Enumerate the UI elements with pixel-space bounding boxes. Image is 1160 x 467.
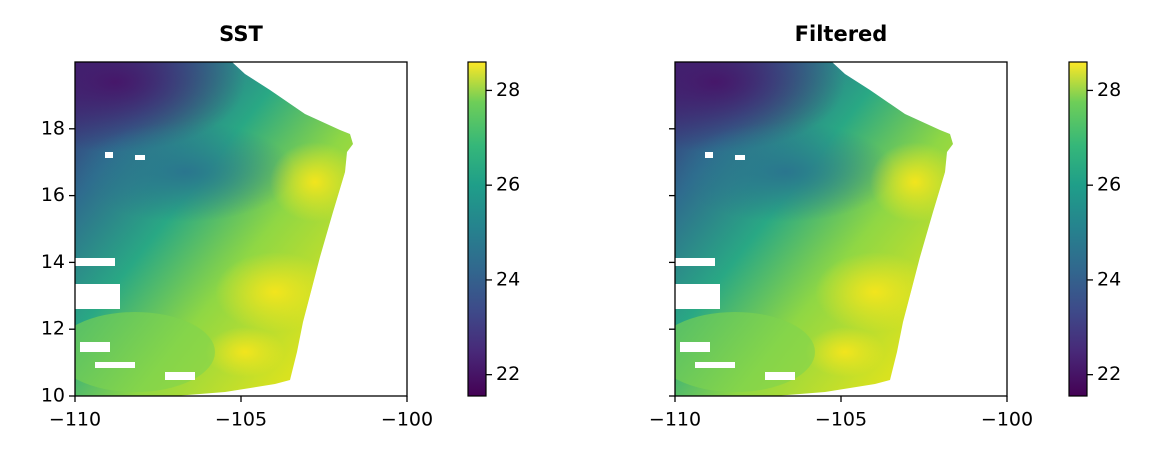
x-tick-label: −110 — [49, 409, 101, 431]
colorbar-tick-label: 22 — [1097, 363, 1121, 385]
y-tick-label: 18 — [41, 117, 65, 139]
y-tick-label: 10 — [41, 385, 65, 407]
x-tick-label: −110 — [649, 409, 701, 431]
colorbar-tick-label: 28 — [496, 79, 520, 101]
chart-title: Filtered — [795, 22, 888, 46]
colorbar — [467, 61, 487, 397]
colorbar-tick-label: 26 — [1097, 174, 1121, 196]
colorbar-tick-label: 28 — [1097, 79, 1121, 101]
x-tick-label: −100 — [381, 409, 433, 431]
x-tick-label: −105 — [815, 409, 867, 431]
x-tick-label: −100 — [981, 409, 1033, 431]
colorbar-tick-label: 22 — [496, 363, 520, 385]
colorbar-tick-label: 26 — [496, 174, 520, 196]
y-tick-label: 14 — [41, 251, 65, 273]
heatmap-image — [585, 12, 1007, 396]
chart-title: SST — [219, 22, 263, 46]
colorbar — [1068, 61, 1088, 397]
x-tick-label: −105 — [215, 409, 267, 431]
colorbar-tick-label: 24 — [1097, 268, 1121, 290]
colorbar-tick-label: 24 — [496, 268, 520, 290]
y-tick-label: 12 — [41, 318, 65, 340]
y-tick-label: 16 — [41, 184, 65, 206]
